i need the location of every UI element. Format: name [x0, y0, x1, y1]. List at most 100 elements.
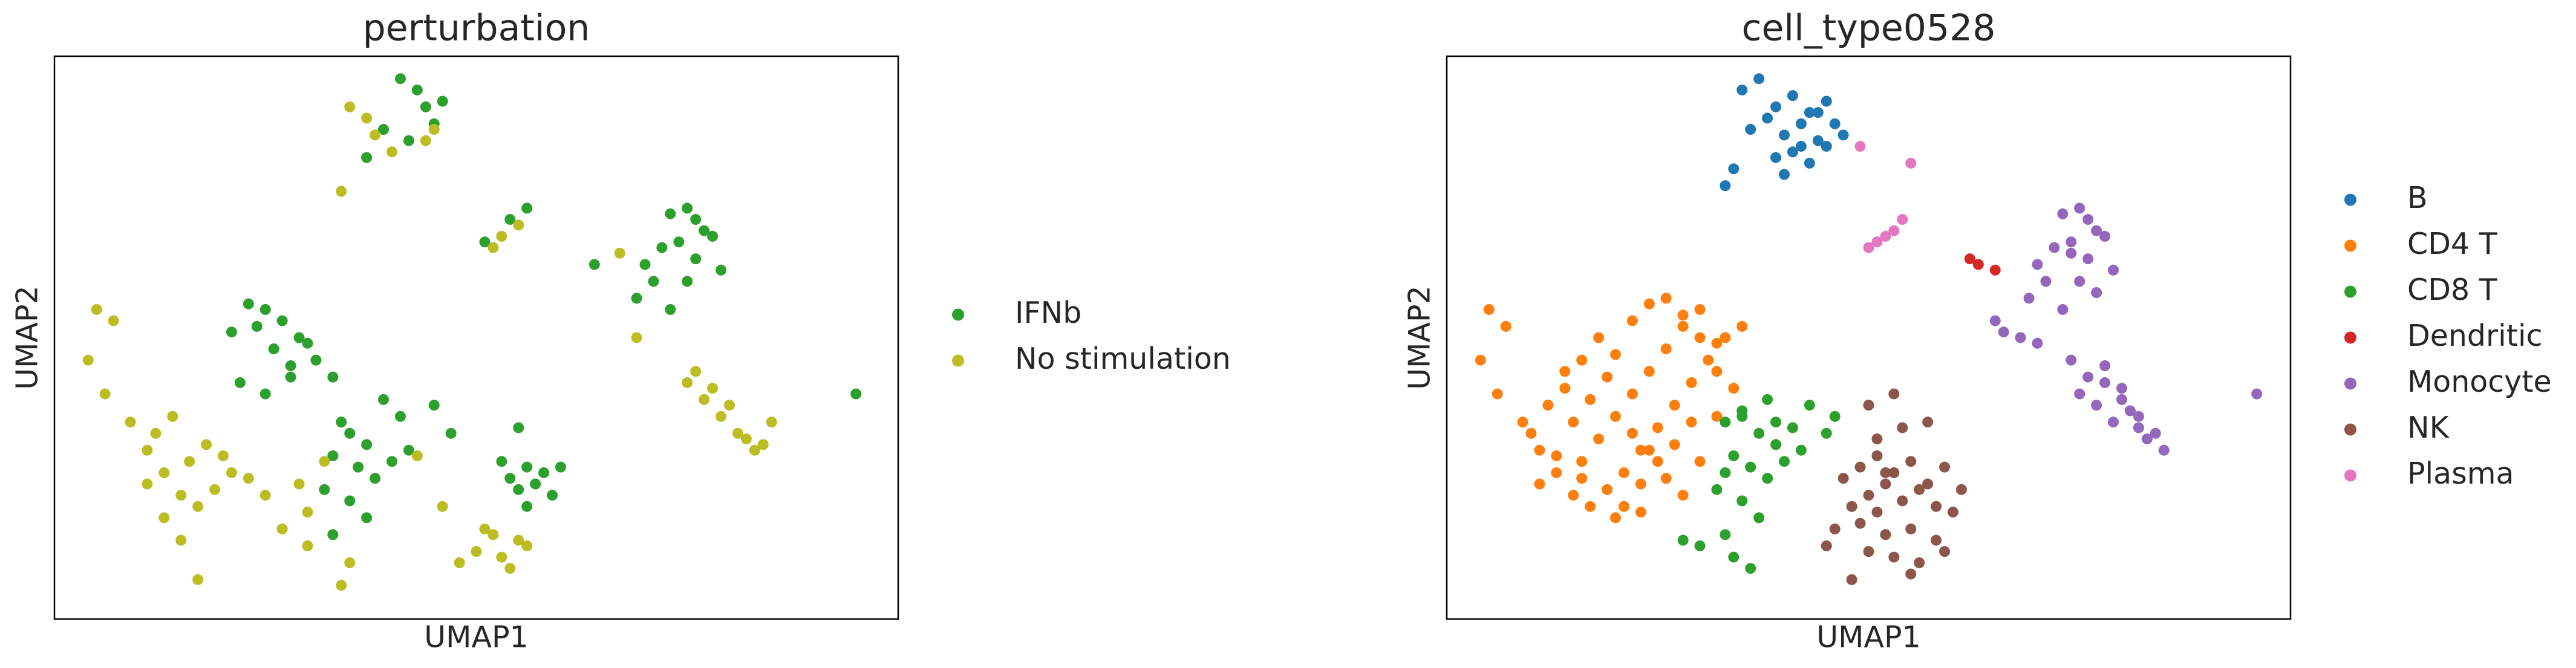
point: [1694, 456, 1706, 467]
point: [1753, 73, 1765, 85]
point: [2099, 230, 2111, 242]
point: [259, 490, 271, 501]
point: [749, 444, 760, 456]
point: [403, 135, 414, 146]
point: [1821, 96, 1832, 107]
point: [1939, 461, 1951, 473]
point: [1863, 242, 1874, 253]
point: [361, 439, 373, 450]
point: [1914, 557, 1925, 568]
point: [386, 456, 397, 467]
point: [1542, 400, 1554, 411]
point: [1880, 230, 1891, 242]
point: [226, 326, 237, 338]
point: [1694, 303, 1706, 315]
point: [487, 242, 499, 253]
point: [504, 563, 516, 574]
point: [1610, 512, 1621, 524]
point: [2116, 383, 2127, 394]
point: [1931, 534, 1942, 546]
point: [1626, 388, 1638, 400]
point: [2150, 427, 2161, 439]
point: [285, 360, 296, 372]
plot-points: [1475, 73, 2263, 585]
point: [327, 450, 339, 462]
point: [1854, 517, 1866, 529]
legend-label: CD8 T: [2407, 273, 2498, 307]
point: [2049, 242, 2060, 253]
point: [2091, 400, 2102, 411]
point: [276, 524, 288, 535]
point: [1660, 343, 1672, 355]
point: [1795, 444, 1807, 456]
point: [1888, 225, 1900, 236]
point: [1770, 417, 1782, 428]
point: [1955, 484, 1967, 495]
point: [218, 450, 229, 462]
point: [1736, 495, 1748, 507]
point: [327, 371, 339, 383]
point: [1821, 140, 1832, 152]
x-axis-label: UMAP1: [424, 620, 528, 655]
point: [631, 293, 642, 304]
point: [1770, 439, 1782, 450]
point: [656, 242, 668, 253]
point: [1576, 354, 1588, 366]
point: [1736, 320, 1748, 332]
point: [530, 478, 541, 490]
point: [1517, 417, 1528, 428]
point: [716, 410, 727, 422]
point: [1626, 315, 1638, 326]
point: [142, 444, 153, 456]
point: [682, 377, 693, 388]
point: [699, 225, 710, 236]
point: [344, 101, 356, 112]
point: [361, 112, 373, 124]
point: [1677, 320, 1689, 332]
point: [1720, 529, 1731, 540]
point: [513, 219, 524, 231]
legend-label: CD4 T: [2407, 227, 2498, 261]
point: [344, 495, 356, 507]
point: [496, 230, 507, 242]
point: [454, 557, 465, 568]
point: [1677, 534, 1689, 546]
point: [1677, 490, 1689, 501]
point: [1694, 332, 1706, 343]
point: [1837, 129, 1849, 141]
point: [310, 354, 322, 366]
point: [1626, 427, 1638, 439]
legend-marker: [952, 354, 964, 367]
point: [1989, 315, 2001, 326]
point: [2023, 293, 2035, 304]
point: [2032, 337, 2043, 349]
point: [293, 332, 305, 343]
point: [1905, 456, 1917, 467]
point: [1964, 253, 1975, 265]
point: [1989, 264, 2001, 276]
point: [673, 236, 685, 248]
point: [521, 501, 533, 512]
point: [757, 439, 769, 450]
point: [513, 484, 524, 495]
point: [1770, 152, 1782, 163]
point: [1728, 551, 1740, 563]
point: [1618, 501, 1629, 512]
y-axis-label: UMAP2: [1403, 285, 1437, 389]
point: [1922, 478, 1934, 490]
point: [1779, 456, 1790, 467]
point: [1998, 326, 2009, 338]
point: [690, 253, 702, 265]
legend-marker: [2344, 377, 2356, 390]
point: [614, 247, 625, 259]
point: [378, 394, 390, 405]
point: [158, 512, 170, 524]
point: [1829, 118, 1841, 129]
point: [850, 388, 862, 400]
point: [1905, 524, 1917, 535]
point: [370, 473, 381, 484]
point: [2015, 332, 2026, 343]
point: [1922, 417, 1934, 428]
point: [707, 230, 719, 242]
point: [1585, 394, 1596, 405]
